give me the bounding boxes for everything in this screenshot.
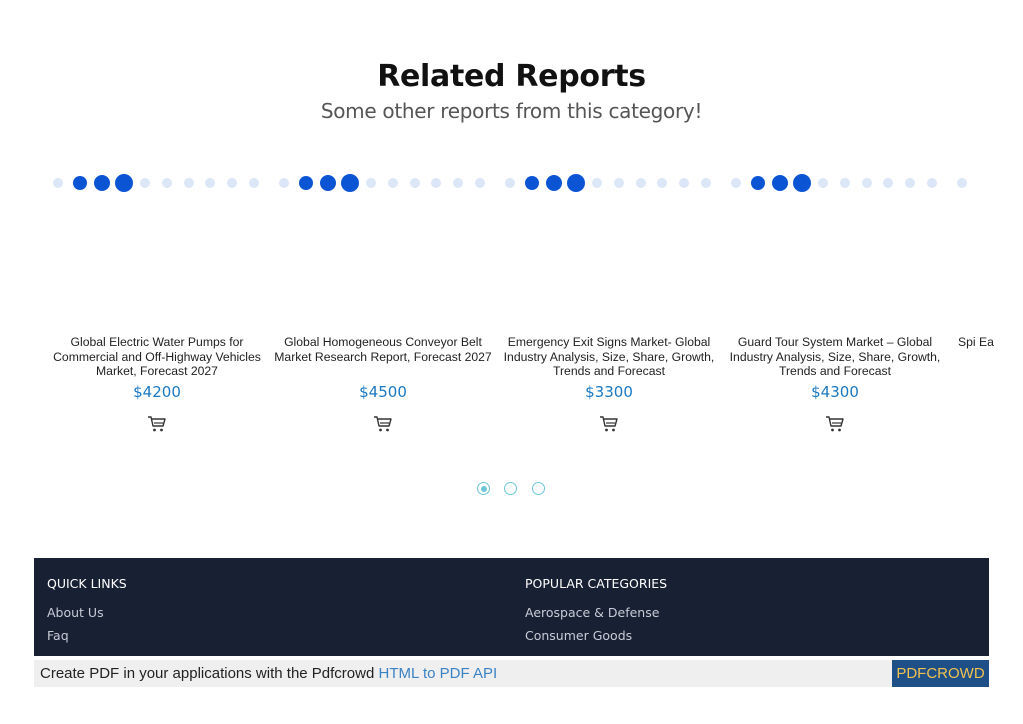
product-card[interactable]: Global Electric Water Pumps for Commerci… [44,165,270,445]
product-card[interactable]: Guard Tour System Market – Global Indust… [722,165,948,445]
loading-dot [388,178,398,188]
loading-dot [431,178,441,188]
loading-dot [751,176,765,190]
loading-dot [883,178,893,188]
shopping-cart-icon[interactable] [825,415,845,433]
loading-dot [567,174,585,192]
product-title[interactable]: Spi Ea [958,335,994,349]
product-price: $4200 [133,383,181,401]
loading-dot [341,174,359,192]
loading-dot [840,178,850,188]
loading-dot [614,178,624,188]
loading-dot [140,178,150,188]
footer-link-about-us[interactable]: About Us [47,605,104,620]
loading-dot [184,178,194,188]
loading-dot [818,178,828,188]
pdf-banner: Create PDF in your applications with the… [34,660,989,687]
section-subtitle: Some other reports from this category! [320,99,703,123]
product-thumbnail[interactable] [52,201,276,301]
quick-links-heading: QUICK LINKS [47,576,127,591]
product-price: $4500 [359,383,407,401]
loading-dot [299,176,313,190]
pdfcrowd-button[interactable]: PDFCROWD [892,660,989,687]
product-price: $4300 [811,383,859,401]
product-thumbnail[interactable] [504,201,728,301]
product-title[interactable]: Guard Tour System Market – Global Indust… [729,335,941,378]
loading-dot [279,178,289,188]
loading-dots [270,173,496,193]
loading-dot [636,178,646,188]
loading-dot [73,176,87,190]
product-price: $3300 [585,383,633,401]
section-title: Related Reports [377,59,646,94]
product-title[interactable]: Emergency Exit Signs Market- Global Indu… [503,335,715,378]
site-footer: QUICK LINKS About Us Faq POPULAR CATEGOR… [34,558,989,656]
popular-categories-heading: POPULAR CATEGORIES [525,576,668,591]
loading-dot [592,178,602,188]
loading-dot [249,178,259,188]
product-title[interactable]: Global Homogeneous Conveyor Belt Market … [274,335,492,364]
product-card[interactable]: Emergency Exit Signs Market- Global Indu… [496,165,722,445]
cart-glyph [826,416,844,432]
product-thumbnail[interactable] [730,201,954,301]
footer-link-aerospace-defense[interactable]: Aerospace & Defense [525,605,660,620]
loading-dot [862,178,872,188]
loading-dot [227,178,237,188]
related-reports-header: Related Reports Some other reports from … [0,58,1023,126]
product-card-partial[interactable]: Spi Ea [948,165,1023,445]
loading-dot [731,178,741,188]
cart-glyph [148,416,166,432]
loading-dot [505,178,515,188]
loading-dot [927,178,937,188]
html-to-pdf-link[interactable]: HTML to PDF API [378,665,498,682]
loading-dot [793,174,811,192]
page-dot[interactable] [477,482,490,495]
loading-dot [410,178,420,188]
loading-dot [53,178,63,188]
pdf-banner-message: Create PDF in your applications with the… [40,665,375,682]
loading-dots [496,173,722,193]
loading-dots [722,173,948,193]
footer-link-faq[interactable]: Faq [47,628,69,643]
shopping-cart-icon[interactable] [599,415,619,433]
loading-dots [948,173,1023,193]
pdf-banner-text: Create PDF in your applications with the… [40,665,497,682]
loading-dot [525,176,539,190]
loading-dot [205,178,215,188]
carousel-pagination [477,482,557,498]
related-reports-carousel[interactable]: Global Electric Water Pumps for Commerci… [44,165,1023,455]
loading-dot [546,175,562,191]
shopping-cart-icon[interactable] [147,415,167,433]
cart-glyph [600,416,618,432]
page-dot[interactable] [532,482,545,495]
product-card[interactable]: Global Homogeneous Conveyor Belt Market … [270,165,496,445]
shopping-cart-icon[interactable] [373,415,393,433]
loading-dots [44,173,270,193]
loading-dot [957,178,967,188]
loading-dot [94,175,110,191]
footer-link-consumer-goods[interactable]: Consumer Goods [525,628,633,643]
loading-dot [905,178,915,188]
loading-dot [772,175,788,191]
loading-dot [657,178,667,188]
loading-dot [475,178,485,188]
loading-dot [453,178,463,188]
product-title[interactable]: Global Electric Water Pumps for Commerci… [53,335,261,378]
product-thumbnail[interactable] [278,201,502,301]
loading-dot [366,178,376,188]
loading-dot [679,178,689,188]
loading-dot [115,174,133,192]
page-dot[interactable] [504,482,517,495]
cart-glyph [374,416,392,432]
loading-dot [162,178,172,188]
loading-dot [701,178,711,188]
loading-dot [320,175,336,191]
